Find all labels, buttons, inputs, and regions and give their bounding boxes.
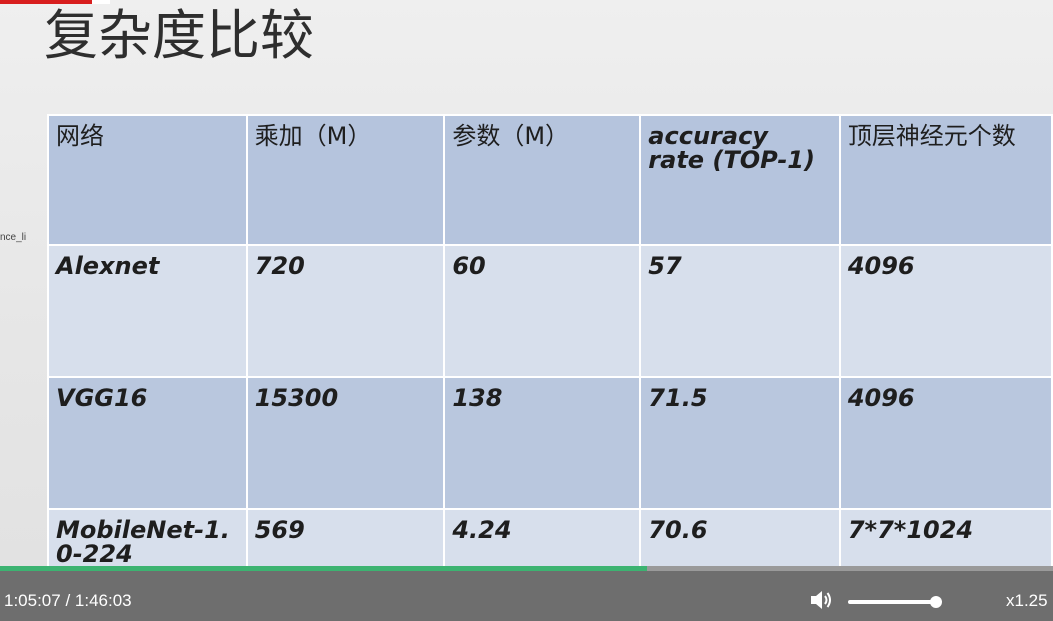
cell-accuracy: 57 [639, 244, 841, 378]
cell-network: VGG16 [47, 376, 248, 510]
slide-title: 复杂度比较 [44, 4, 314, 67]
comparison-table: 网络 乘加（M） 参数（M） accuracy rate (TOP-1) 顶层神… [47, 114, 1053, 571]
cell-top-neurons: 7*7*1024 [838, 508, 1053, 571]
header-network: 网络 [47, 114, 248, 246]
volume-icon[interactable] [809, 589, 833, 611]
cell-accuracy: 71.5 [639, 376, 841, 510]
cell-network: MobileNet-1.0-224 [47, 508, 248, 571]
table-row: Alexnet 720 60 57 4096 [47, 244, 1053, 378]
playback-speed-button[interactable]: x1.25 [1006, 591, 1048, 610]
volume-slider[interactable] [848, 600, 936, 604]
cell-network: Alexnet [47, 244, 248, 378]
side-label: nce_li [0, 232, 27, 243]
cell-mult-adds: 720 [245, 244, 446, 378]
player-controls: 1:05:07 / 1:46:03 x1.25 [0, 571, 1053, 621]
cell-mult-adds: 569 [245, 508, 446, 571]
table-row: VGG16 15300 138 71.5 4096 [47, 376, 1053, 510]
cell-params: 4.24 [443, 508, 642, 571]
cell-mult-adds: 15300 [245, 376, 446, 510]
time-display: 1:05:07 / 1:46:03 [4, 591, 132, 610]
cell-params: 60 [443, 244, 642, 378]
cell-top-neurons: 4096 [838, 376, 1053, 510]
header-params: 参数（M） [443, 114, 642, 246]
volume-slider-handle[interactable] [930, 596, 942, 608]
progress-fill [0, 566, 647, 571]
table-header-row: 网络 乘加（M） 参数（M） accuracy rate (TOP-1) 顶层神… [47, 114, 1053, 246]
cell-accuracy: 70.6 [639, 508, 841, 571]
cell-top-neurons: 4096 [838, 244, 1053, 378]
header-mult-adds: 乘加（M） [245, 114, 446, 246]
slide-accent-gap [92, 0, 110, 4]
slide-view: 复杂度比较 nce_li 网络 乘加（M） 参数（M） accuracy rat… [0, 0, 1053, 571]
progress-bar[interactable] [0, 566, 1053, 571]
header-top-neurons: 顶层神经元个数 [838, 114, 1053, 246]
table-row: MobileNet-1.0-224 569 4.24 70.6 7*7*1024 [47, 508, 1053, 571]
cell-params: 138 [443, 376, 642, 510]
header-accuracy: accuracy rate (TOP-1) [639, 114, 841, 246]
slide-accent-bar [0, 0, 110, 4]
